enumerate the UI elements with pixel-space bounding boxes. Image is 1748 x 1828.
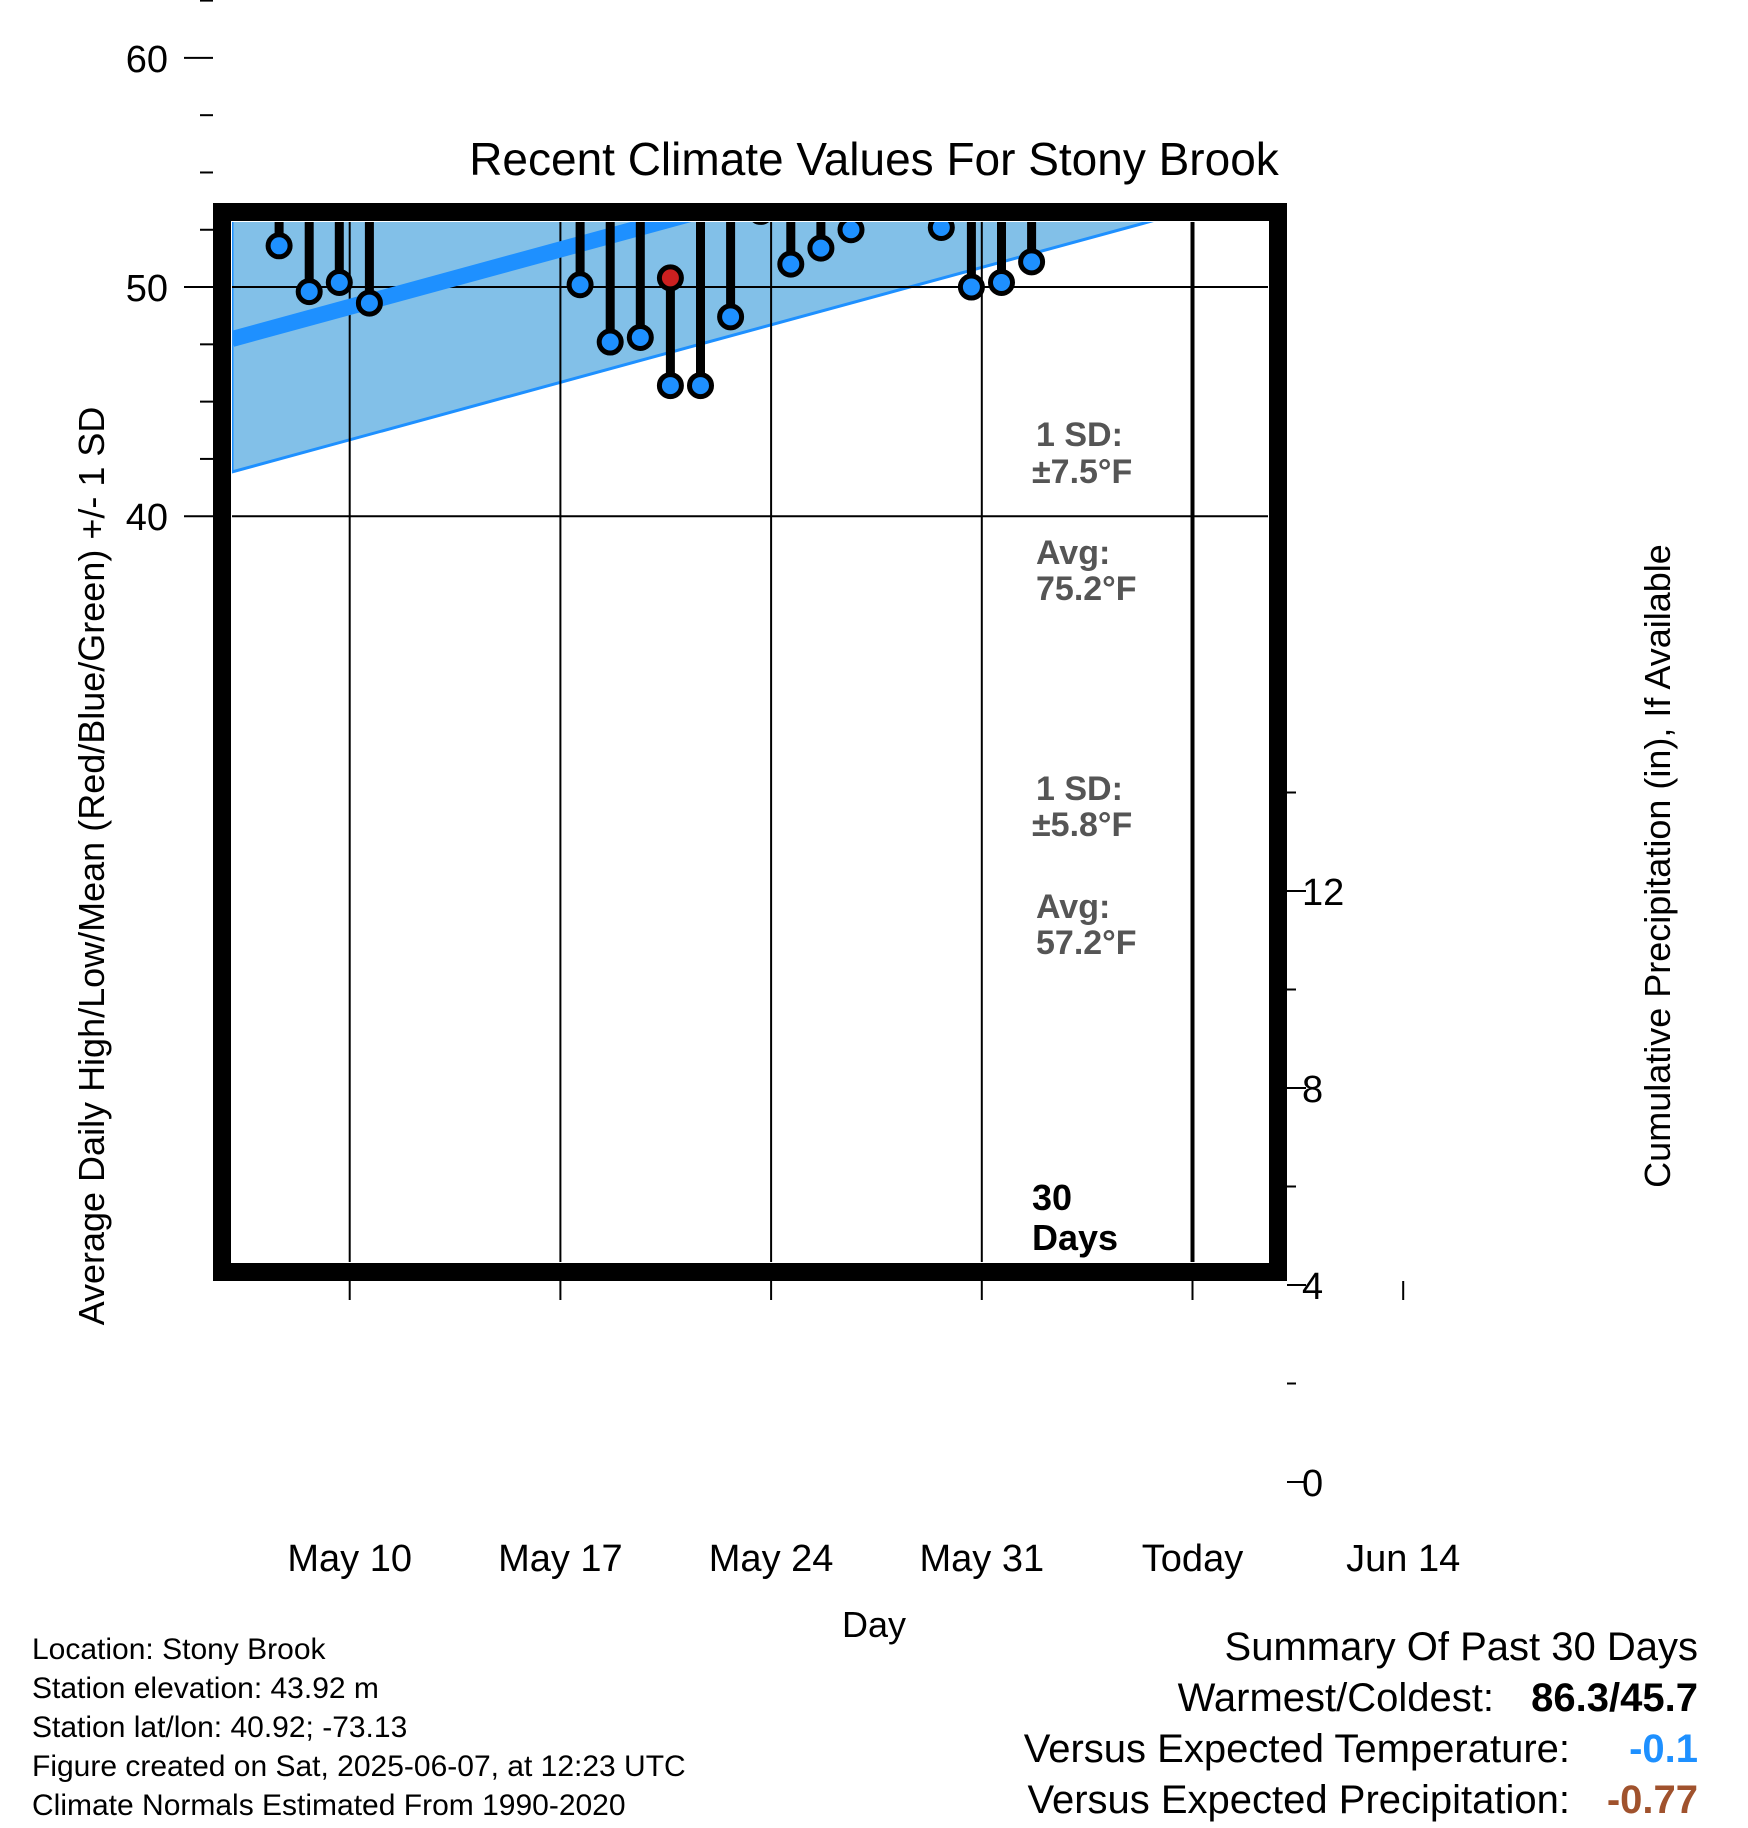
low-marker [1051, 95, 1073, 117]
precip-label: Versus Expected Precipitation: [1027, 1778, 1570, 1822]
low-marker [389, 125, 411, 147]
y-tick-label: 40 [126, 497, 168, 539]
y-tick-label: 50 [126, 268, 168, 310]
summary-precip-row: Versus Expected Precipitation: -0.77 [1024, 1775, 1698, 1826]
summary-heading: Summary Of Past 30 Days [1224, 1625, 1698, 1669]
summary-panel: Summary Of Past 30 Days Warmest/Coldest:… [1024, 1622, 1698, 1826]
temp-label: Versus Expected Temperature: [1023, 1727, 1570, 1771]
high-sd-value: ±7.5°F [1032, 453, 1132, 491]
low-marker [355, 289, 383, 317]
warmest-label: Warmest/Coldest: [1177, 1676, 1494, 1720]
low-marker [596, 328, 624, 356]
low-marker [509, 19, 531, 41]
high-avg-label: Avg: [1036, 534, 1110, 572]
low-sd-label: 1 SD: [1036, 770, 1123, 808]
low-marker [957, 273, 985, 301]
x-tick-label: Jun 14 [1346, 1538, 1460, 1580]
low-marker [988, 268, 1015, 296]
today-low-avg-marker [1179, 63, 1207, 91]
low-marker [449, 63, 471, 85]
low-marker [752, 222, 770, 225]
y-right-tick-label: 4 [1302, 1266, 1323, 1308]
plot-frame [213, 203, 1287, 1281]
low-marker [656, 372, 684, 400]
high-marker [599, 0, 621, 5]
low-marker [1018, 248, 1046, 276]
low-marker [687, 372, 714, 400]
low-avg-line [232, 222, 692, 347]
high-sd-label: 1 SD: [1036, 416, 1123, 454]
chart-title: Recent Climate Values For Stony Brook [469, 133, 1280, 185]
low-marker [539, 42, 561, 64]
low-marker [265, 232, 293, 260]
created-text: Figure created on Sat, 2025-06-07, at 12… [32, 1750, 686, 1783]
grid-lines [232, 222, 1268, 1262]
low-marker [295, 278, 323, 306]
summary-warmest-row: Warmest/Coldest: 86.3/45.7 [1024, 1673, 1698, 1724]
low-avg-label: Avg: [1036, 888, 1110, 926]
latlon-text: Station lat/lon: 40.92; -73.13 [32, 1711, 408, 1744]
high-sd-band [232, 0, 1268, 69]
x-tick-label: May 24 [709, 1538, 834, 1580]
low-marker [900, 95, 922, 117]
y-axis-left-label: Average Daily High/Low/Mean (Red/Blue/Gr… [71, 407, 112, 1326]
days-label-word: Days [1032, 1217, 1118, 1258]
low-marker [238, 159, 260, 181]
y-right-tick-label: 0 [1302, 1463, 1323, 1505]
low-marker [927, 222, 955, 241]
warmest-value: 86.3/45.7 [1531, 1676, 1698, 1720]
high-marker [268, 40, 290, 62]
y-right-tick-label: 12 [1302, 872, 1344, 914]
low-marker [479, 35, 501, 57]
low-sd-band [232, 222, 1154, 474]
low-avg-value: 57.2°F [1036, 924, 1137, 962]
location-text: Location: Stony Brook [32, 1633, 326, 1666]
low-marker [837, 222, 865, 244]
mean-normal-line [232, 0, 1268, 117]
station-info: Location: Stony Brook Station elevation:… [32, 1630, 686, 1825]
y-right-tick-label: 8 [1302, 1069, 1323, 1111]
low-marker [807, 234, 835, 262]
days-label-number: 30 [1032, 1177, 1072, 1218]
summary-temp-row: Versus Expected Temperature: -0.1 [1024, 1724, 1698, 1775]
y-tick-label: 60 [126, 39, 168, 81]
normals-text: Climate Normals Estimated From 1990-2020 [32, 1789, 626, 1822]
high-marker [690, 95, 712, 117]
x-tick-label: May 17 [498, 1538, 623, 1580]
temp-value: -0.1 [1629, 1727, 1698, 1771]
low-marker [566, 271, 594, 299]
x-tick-label: May 10 [287, 1538, 412, 1580]
elevation-text: Station elevation: 43.92 m [32, 1672, 379, 1705]
x-tick-label: May 31 [919, 1538, 1044, 1580]
low-marker [325, 268, 353, 296]
y-axis-right-label: Cumulative Precipitation (in), If Availa… [1637, 544, 1678, 1188]
low-marker [626, 323, 654, 351]
high-avg-value: 75.2°F [1036, 570, 1137, 608]
low-sd-value: ±5.8°F [1032, 806, 1132, 844]
high-marker [656, 264, 684, 292]
x-axis-label: Day [842, 1604, 906, 1645]
low-marker [717, 303, 745, 331]
precip-value: -0.77 [1606, 1778, 1698, 1822]
low-marker [419, 134, 441, 156]
low-marker [777, 250, 805, 278]
x-tick-label: Today [1142, 1538, 1243, 1580]
